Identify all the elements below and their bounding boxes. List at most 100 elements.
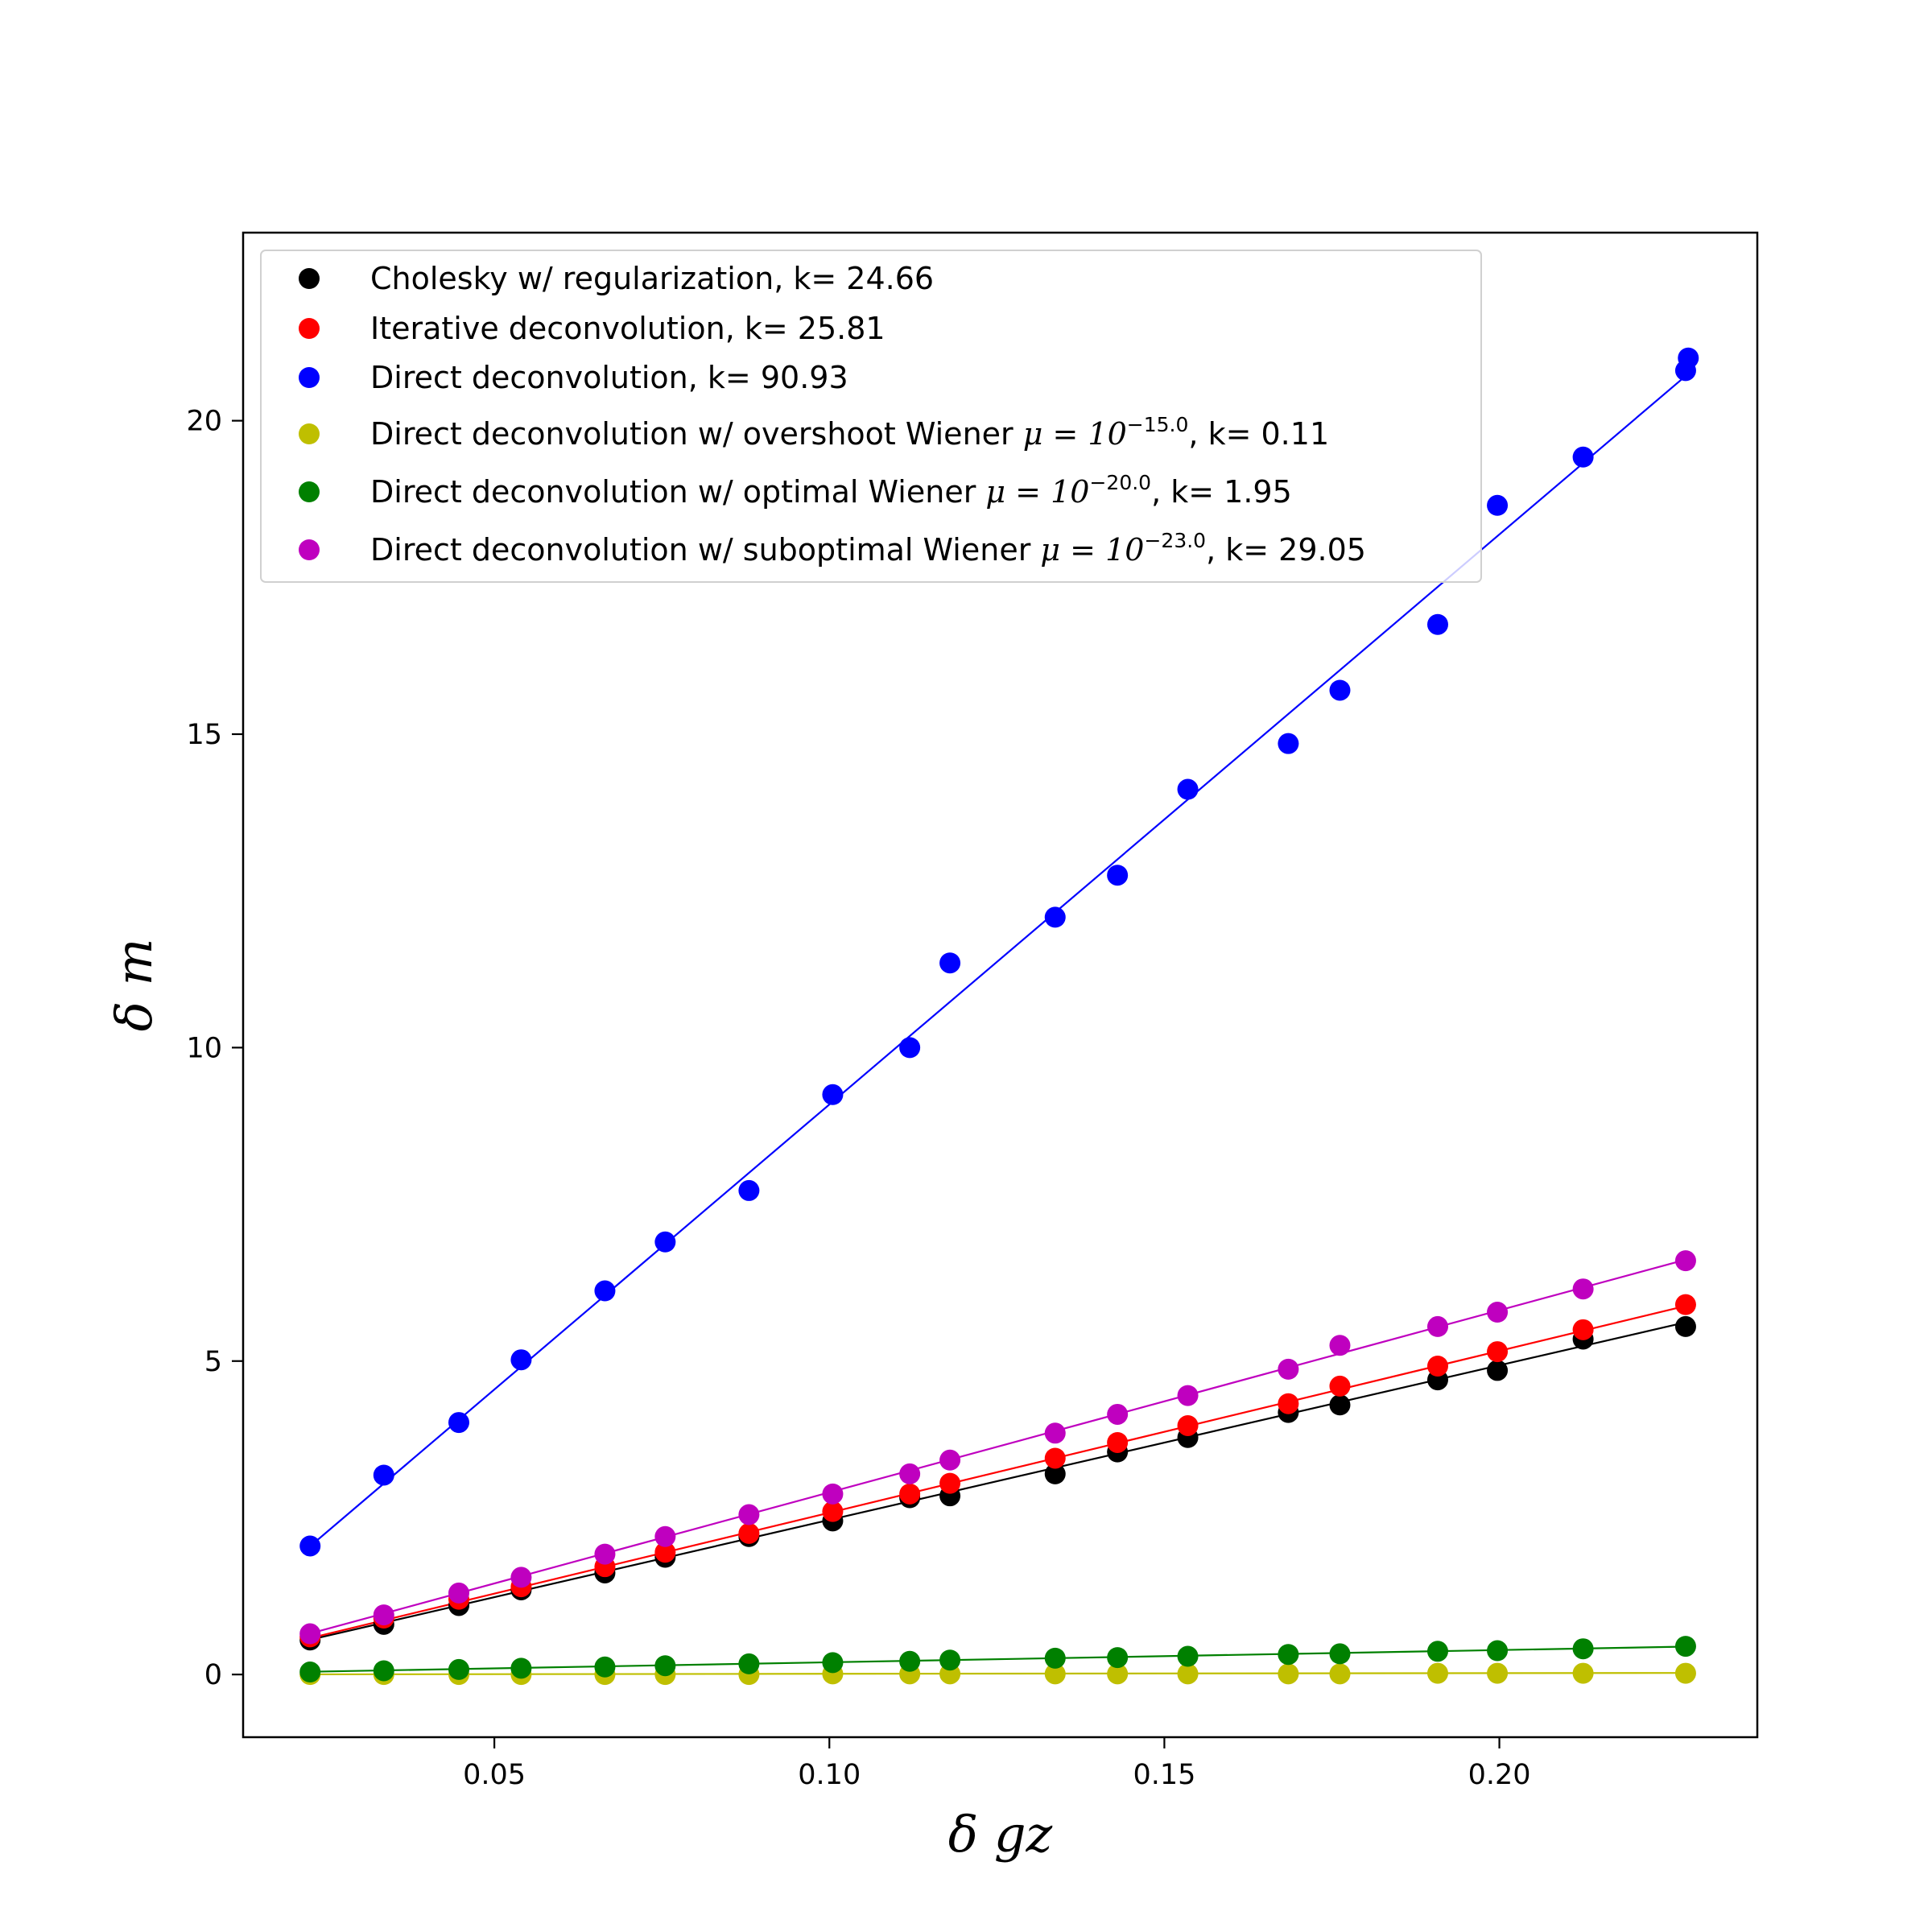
data-point-series-6: [373, 1604, 394, 1626]
legend-entry-series-4: Direct deconvolution w/ overshoot Wiener…: [370, 413, 1329, 452]
data-point-series-6: [448, 1582, 470, 1604]
fit-line-series-2: [309, 1305, 1686, 1639]
data-point-series-1: [1674, 1315, 1696, 1337]
legend-box: [260, 250, 1482, 583]
data-point-series-5: [654, 1655, 676, 1677]
data-point-series-5: [299, 1662, 321, 1683]
legend-marker-series-3: [299, 367, 320, 388]
data-point-series-6: [738, 1504, 760, 1525]
data-point-series-6: [510, 1567, 532, 1588]
data-point-series-5: [1107, 1647, 1129, 1669]
data-point-series-3: [594, 1280, 616, 1302]
data-point-series-6: [299, 1623, 321, 1645]
legend-marker-series-5: [299, 481, 320, 502]
data-point-series-4: [1572, 1662, 1594, 1684]
data-point-series-6: [1487, 1302, 1509, 1323]
data-point-series-6: [1674, 1250, 1696, 1272]
data-point-series-3: [510, 1349, 532, 1371]
axes: 0.05 0.10 0.15 0.20 0 5 10 15 20: [186, 406, 1530, 1791]
data-point-series-3: [299, 1535, 321, 1557]
data-point-series-3: [738, 1179, 760, 1201]
data-point-series-2: [939, 1472, 961, 1494]
legend-marker-series-4: [299, 423, 320, 444]
data-point-series-3: [1572, 446, 1594, 468]
data-point-series-2: [1572, 1319, 1594, 1340]
x-axis-label: δ gz: [948, 1805, 1053, 1864]
data-point-series-5: [594, 1656, 616, 1678]
data-point-series-3: [1044, 906, 1066, 928]
data-point-series-2: [1177, 1414, 1199, 1436]
data-point-series-5: [822, 1652, 844, 1674]
data-point-series-2: [738, 1522, 760, 1544]
data-point-series-3: [1487, 494, 1509, 516]
legend-entry-series-6: Direct deconvolution w/ suboptimal Wiene…: [370, 529, 1366, 568]
y-tick-label: 10: [186, 1032, 222, 1064]
data-point-series-5: [1044, 1647, 1066, 1669]
data-point-series-5: [1329, 1643, 1351, 1665]
data-point-series-5: [1487, 1640, 1509, 1662]
data-point-series-3: [1107, 865, 1129, 886]
plot-area: [299, 347, 1699, 1686]
data-point-series-5: [899, 1650, 921, 1672]
data-point-series-4: [1329, 1663, 1351, 1685]
data-point-series-6: [1329, 1335, 1351, 1356]
data-point-series-6: [594, 1543, 616, 1565]
plot-frame: [242, 231, 1759, 1739]
legend: Cholesky w/ regularization, k= 24.66 Iter…: [260, 250, 1482, 583]
x-tick-label: 0.05: [463, 1759, 526, 1791]
data-point-series-1: [1487, 1360, 1509, 1381]
data-point-series-3: [1426, 613, 1448, 635]
data-point-series-2: [1426, 1355, 1448, 1377]
data-point-series-5: [1426, 1641, 1448, 1662]
y-tick-label: 5: [204, 1346, 222, 1378]
x-tick-label: 0.10: [798, 1759, 861, 1791]
data-point-series-2: [1329, 1375, 1351, 1397]
data-point-series-2: [1107, 1431, 1129, 1453]
y-tick-label: 0: [204, 1659, 222, 1691]
data-point-series-6: [1572, 1278, 1594, 1300]
data-point-series-3: [373, 1464, 394, 1486]
data-point-series-4: [1107, 1663, 1129, 1685]
data-point-series-3: [939, 952, 961, 974]
data-point-series-6: [1107, 1403, 1129, 1425]
data-point-series-6: [899, 1463, 921, 1484]
data-point-series-4: [1674, 1662, 1696, 1684]
data-point-series-6: [1278, 1358, 1299, 1380]
data-point-series-3: [654, 1231, 676, 1253]
y-tick-label: 15: [186, 719, 222, 751]
x-tick-label: 0.20: [1468, 1759, 1531, 1791]
legend-marker-series-2: [299, 318, 320, 339]
data-point-series-5: [448, 1658, 470, 1680]
legend-entry-series-3: Direct deconvolution, k= 90.93: [370, 360, 848, 395]
data-point-series-3: [1329, 679, 1351, 701]
data-point-series-3: [1278, 733, 1299, 754]
y-tick-label: 20: [186, 406, 222, 438]
data-point-series-3: [1177, 778, 1199, 800]
legend-entry-series-5: Direct deconvolution w/ optimal Wiener μ…: [370, 471, 1292, 510]
data-point-series-2: [654, 1542, 676, 1563]
data-point-series-4: [1278, 1663, 1299, 1685]
data-point-series-3: [822, 1084, 844, 1105]
data-point-series-4: [1044, 1663, 1066, 1685]
data-point-series-6: [939, 1449, 961, 1471]
data-point-series-1: [1329, 1394, 1351, 1416]
data-point-series-2: [899, 1483, 921, 1505]
data-point-series-5: [1674, 1636, 1696, 1657]
fit-line-series-5: [310, 1645, 1686, 1673]
data-point-series-4: [1177, 1663, 1199, 1685]
data-point-series-6: [1044, 1422, 1066, 1444]
legend-entry-series-1: Cholesky w/ regularization, k= 24.66: [370, 261, 934, 296]
x-tick-label: 0.15: [1133, 1759, 1195, 1791]
data-point-series-4: [1426, 1662, 1448, 1684]
data-point-series-5: [510, 1657, 532, 1679]
data-point-series-5: [1278, 1644, 1299, 1666]
fit-line-series-1: [309, 1321, 1686, 1641]
y-axis-label: δ m: [105, 939, 163, 1032]
data-point-series-3: [448, 1412, 470, 1434]
data-point-series-2: [822, 1501, 844, 1522]
data-point-series-2: [1044, 1447, 1066, 1469]
data-point-series-5: [738, 1653, 760, 1674]
data-point-series-4: [1487, 1662, 1509, 1684]
legend-marker-series-6: [299, 539, 320, 560]
